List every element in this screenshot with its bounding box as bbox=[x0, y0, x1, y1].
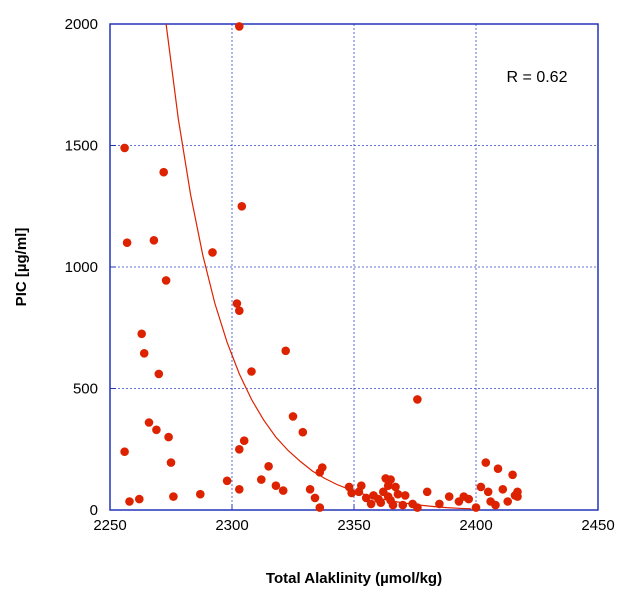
data-point bbox=[135, 494, 144, 504]
data-point bbox=[164, 432, 173, 442]
data-point bbox=[161, 276, 171, 285]
data-point bbox=[169, 492, 178, 501]
data-point bbox=[513, 487, 522, 497]
data-point bbox=[315, 503, 325, 512]
x-tick-label: 2400 bbox=[459, 517, 492, 534]
data-point bbox=[264, 462, 273, 471]
data-point bbox=[413, 503, 422, 512]
data-point bbox=[366, 499, 376, 509]
data-point bbox=[376, 498, 386, 508]
data-point bbox=[166, 458, 176, 467]
data-point bbox=[125, 497, 134, 506]
data-point bbox=[483, 487, 493, 497]
y-tick-label: 0 bbox=[90, 502, 98, 519]
data-point bbox=[393, 489, 403, 499]
data-point bbox=[120, 143, 129, 153]
data-point bbox=[347, 488, 356, 498]
data-point bbox=[122, 238, 132, 247]
data-point bbox=[498, 485, 508, 494]
y-tick-label: 1000 bbox=[65, 259, 98, 276]
x-tick-label: 2300 bbox=[215, 517, 248, 534]
data-point bbox=[491, 500, 500, 510]
y-axis-title: PIC [µg/ml] bbox=[13, 228, 30, 307]
data-point bbox=[271, 481, 281, 491]
gridlines bbox=[110, 24, 598, 510]
data-point bbox=[235, 22, 244, 31]
data-point bbox=[413, 395, 422, 404]
data-point bbox=[152, 425, 161, 435]
data-point bbox=[196, 489, 205, 499]
data-point bbox=[159, 167, 168, 177]
data-point bbox=[476, 482, 486, 492]
data-point bbox=[388, 500, 398, 510]
data-point bbox=[361, 493, 371, 503]
x-axis-title: Total Alaklinity (µmol/kg) bbox=[266, 570, 442, 587]
data-point bbox=[493, 464, 503, 474]
data-point bbox=[247, 367, 256, 376]
data-point bbox=[481, 458, 491, 467]
y-tick-label: 500 bbox=[73, 381, 98, 398]
data-point bbox=[235, 306, 244, 316]
x-tick-label: 2250 bbox=[93, 517, 126, 534]
data-point bbox=[305, 485, 315, 494]
data-point bbox=[154, 369, 164, 379]
data-point bbox=[208, 248, 217, 257]
data-point bbox=[444, 492, 454, 501]
data-point bbox=[278, 486, 288, 495]
x-tick-label: 2350 bbox=[337, 517, 370, 534]
data-point bbox=[232, 299, 242, 308]
data-point bbox=[422, 487, 432, 497]
x-tick-labels: 2250 2300 2350 2400 2450 bbox=[93, 517, 614, 534]
correlation-annotation: R = 0.62 bbox=[507, 69, 568, 86]
data-point bbox=[288, 412, 298, 421]
data-point bbox=[318, 463, 327, 472]
data-point bbox=[239, 436, 249, 446]
data-point bbox=[471, 503, 481, 512]
y-tick-label: 1500 bbox=[65, 138, 98, 155]
data-point bbox=[149, 236, 159, 245]
data-point bbox=[222, 476, 232, 486]
data-point bbox=[281, 346, 291, 356]
data-point bbox=[464, 494, 474, 504]
data-points bbox=[120, 22, 522, 512]
data-point bbox=[235, 485, 244, 494]
data-point bbox=[310, 493, 320, 503]
data-point bbox=[503, 497, 512, 506]
data-point bbox=[237, 202, 247, 211]
data-point bbox=[357, 481, 366, 491]
data-point bbox=[386, 475, 395, 484]
data-point bbox=[120, 447, 129, 457]
data-point bbox=[435, 499, 444, 509]
tick-marks bbox=[109, 23, 599, 511]
data-point bbox=[137, 329, 146, 339]
x-tick-label: 2450 bbox=[581, 517, 614, 534]
data-point bbox=[235, 445, 244, 454]
data-point bbox=[398, 500, 408, 510]
data-point bbox=[391, 482, 400, 492]
data-point bbox=[139, 349, 149, 358]
data-point bbox=[508, 470, 517, 480]
data-point bbox=[144, 418, 154, 427]
data-point bbox=[257, 475, 266, 484]
y-tick-labels: 0 500 1000 1500 2000 bbox=[65, 16, 98, 519]
fit-curve bbox=[165, 23, 472, 510]
y-tick-label: 2000 bbox=[65, 16, 98, 33]
data-point bbox=[298, 427, 308, 437]
data-point bbox=[400, 491, 410, 500]
